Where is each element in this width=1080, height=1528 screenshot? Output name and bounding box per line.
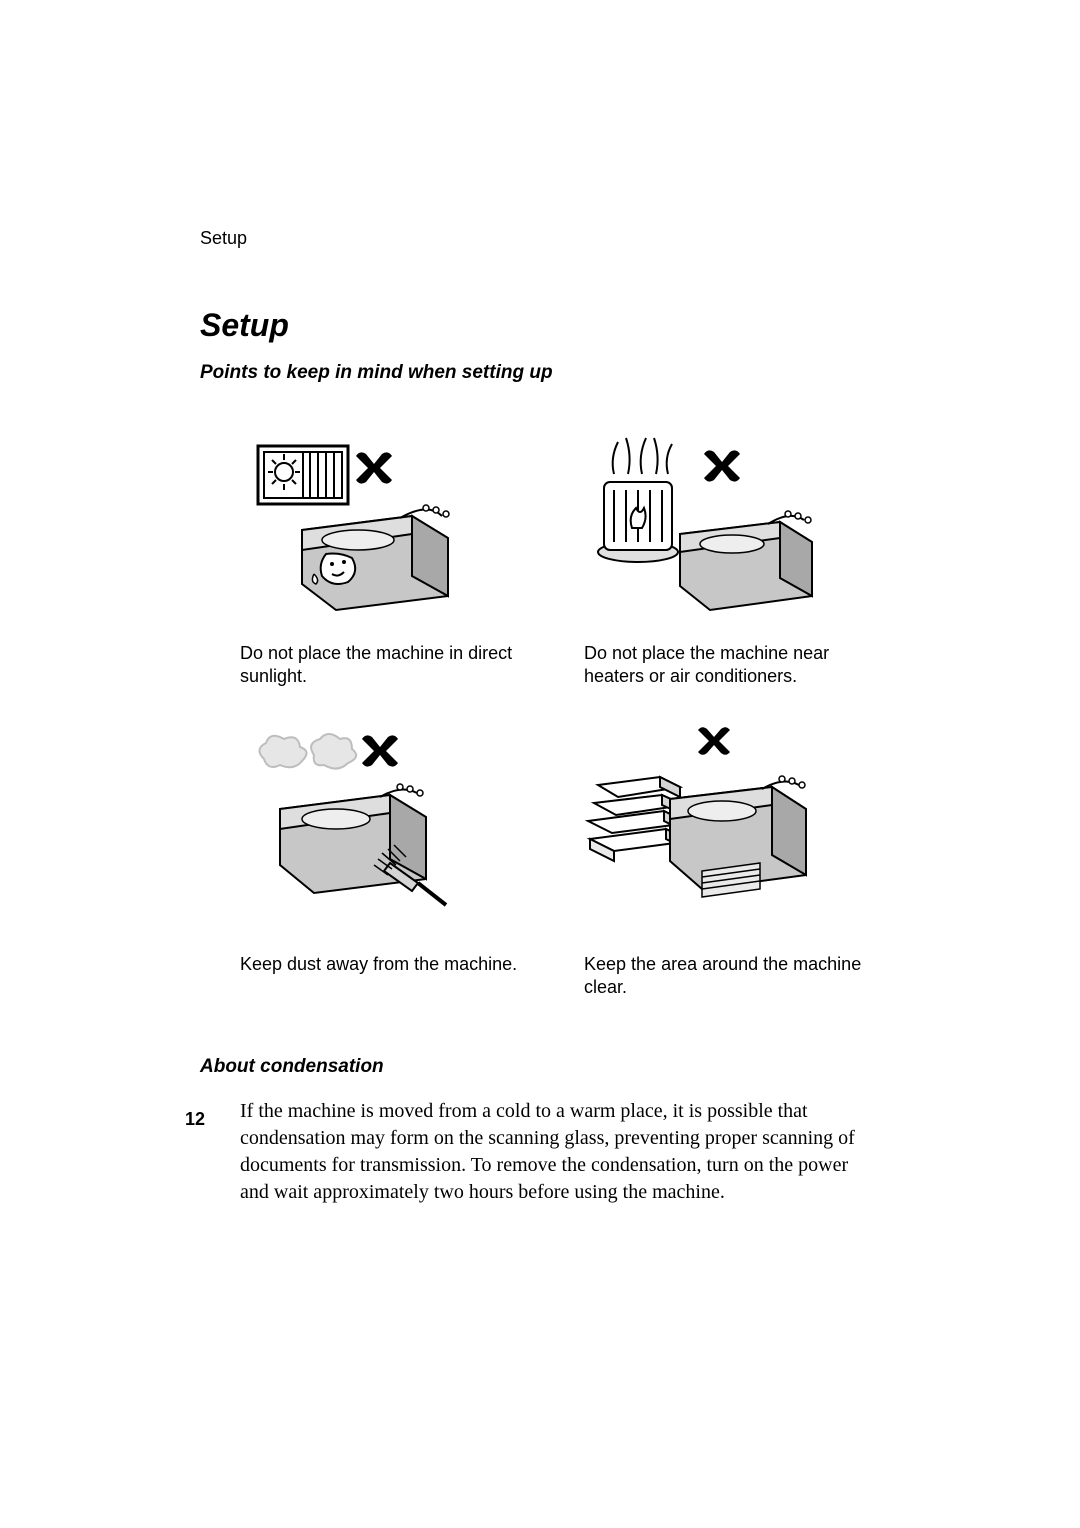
- tip-sunlight-illustration: [240, 424, 480, 624]
- tip-clear-area: Keep the area around the machine clear.: [584, 735, 880, 1000]
- running-header: Setup: [200, 228, 880, 249]
- tip-sunlight: Do not place the machine in direct sunli…: [240, 424, 536, 689]
- tip-dust-illustration: [240, 735, 480, 935]
- section-heading-condensation: About condensation: [200, 1056, 880, 1078]
- page-number: 12: [185, 1109, 205, 1130]
- tip-caption: Keep the area around the machine clear.: [584, 953, 880, 1000]
- tip-heater-illustration: [584, 424, 824, 624]
- tips-grid: Do not place the machine in direct sunli…: [240, 424, 880, 1000]
- tip-caption: Keep dust away from the machine.: [240, 953, 536, 976]
- page-title: Setup: [200, 307, 880, 344]
- tip-heater: Do not place the machine near heaters or…: [584, 424, 880, 689]
- section-heading-points: Points to keep in mind when setting up: [200, 362, 880, 384]
- tip-clear-illustration: [584, 735, 824, 935]
- tip-dust: Keep dust away from the machine.: [240, 735, 536, 1000]
- tip-caption: Do not place the machine near heaters or…: [584, 642, 880, 689]
- condensation-paragraph: If the machine is moved from a cold to a…: [240, 1098, 870, 1206]
- tip-caption: Do not place the machine in direct sunli…: [240, 642, 536, 689]
